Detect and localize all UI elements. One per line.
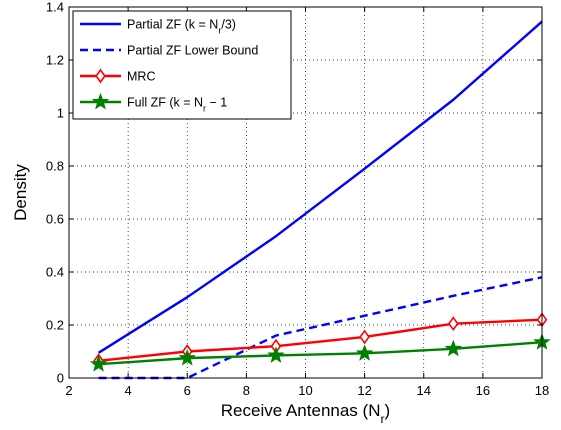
label-main: Full ZF (k = N <box>127 96 203 110</box>
legend-label-partial-zf: Partial ZF (k = Nr/3) <box>127 18 236 36</box>
data-point-full-zf <box>355 344 374 361</box>
series-line-mrc <box>98 318 543 362</box>
label-tail: ) <box>385 401 391 420</box>
grid-lines <box>69 7 542 378</box>
x-tick-label: 2 <box>65 383 72 398</box>
x-tick-label: 16 <box>476 383 490 398</box>
y-tick-label: 1 <box>57 106 64 121</box>
data-point-full-zf <box>444 339 462 357</box>
label-main: Partial ZF (k = N <box>127 18 218 32</box>
data-point-mrc <box>448 316 459 332</box>
data-point-full-zf <box>267 346 285 363</box>
y-tick-label: 0.2 <box>46 318 64 333</box>
label-subscript: r <box>203 104 206 114</box>
legend-marker-full-zf <box>91 92 110 110</box>
y-tick-label: 0.4 <box>46 265 64 280</box>
label-main: MRC <box>127 70 155 84</box>
x-tick-label: 12 <box>357 383 371 398</box>
data-point-full-zf <box>178 349 196 366</box>
y-axis-label: Density <box>11 164 30 221</box>
x-axis-label: Receive Antennas (Nr) <box>221 401 390 426</box>
series-layer <box>89 20 551 380</box>
legend-entry-full-zf: Full ZF (k = Nr − 1 <box>80 92 227 114</box>
data-point-mrc <box>359 329 370 345</box>
label-subscript: r <box>380 412 384 426</box>
y-tick-label: 0.8 <box>46 159 64 174</box>
series-partial-zf-lower-bound <box>98 276 543 380</box>
legend-marker-mrc <box>95 68 106 84</box>
x-tick-label: 10 <box>298 383 312 398</box>
legend-entry-mrc: MRC <box>80 68 155 84</box>
series-line-full-zf <box>98 341 543 366</box>
series-partial-zf <box>97 20 543 354</box>
axis-ticks: 2 4 6 8 10 12 14 16 18 0 0.2 0.4 0.6 0.8 1 1.2 1.4 <box>46 0 549 398</box>
y-tick-label: 1.4 <box>46 0 64 15</box>
label-main: Partial ZF Lower Bound <box>127 44 258 58</box>
legend-entry-partial-zf: Partial ZF (k = Nr/3) <box>80 18 236 36</box>
label-main: Receive Antennas (N <box>221 401 381 420</box>
series-line-partial-zf <box>97 20 543 354</box>
label-subscript: r <box>218 26 221 36</box>
series-line-partial-zf-lower-bound <box>98 276 543 380</box>
x-tick-label: 8 <box>243 383 250 398</box>
legend-entry-partial-zf-lower-bound: Partial ZF Lower Bound <box>80 44 258 58</box>
y-tick-label: 0 <box>57 371 64 386</box>
label-tail: − 1 <box>206 96 227 110</box>
x-tick-label: 4 <box>125 383 132 398</box>
y-tick-label: 0.6 <box>46 212 64 227</box>
series-full-zf <box>89 333 551 372</box>
x-tick-label: 14 <box>417 383 431 398</box>
legend-label-full-zf: Full ZF (k = Nr − 1 <box>127 96 227 114</box>
legend: Partial ZF (k = Nr/3)Partial ZF Lower Bo… <box>72 10 292 120</box>
x-tick-label: 18 <box>535 383 549 398</box>
legend-label-partial-zf-lower-bound: Partial ZF Lower Bound <box>127 44 258 58</box>
x-tick-label: 6 <box>184 383 191 398</box>
data-point-full-zf <box>89 355 108 372</box>
y-tick-label: 1.2 <box>46 53 64 68</box>
label-tail: /3) <box>221 18 236 32</box>
legend-label-mrc: MRC <box>127 70 155 84</box>
